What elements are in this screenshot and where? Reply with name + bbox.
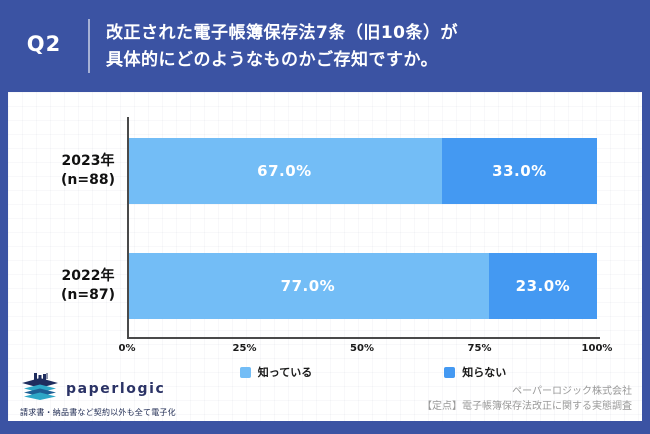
category-n: (n=87): [61, 287, 115, 303]
legend-entry: 知らない: [444, 364, 506, 380]
x-axis-line: [127, 337, 600, 339]
credit-company: ペーパーロジック株式会社: [512, 386, 632, 397]
category-year: 2023年: [61, 153, 115, 169]
question-title-line1: 改正された電子帳簿保存法7条（旧10条）が: [106, 23, 458, 43]
x-tick-label: 25%: [232, 343, 257, 354]
bar-segment: 23.0%: [488, 253, 597, 319]
bar-value-label: 33.0%: [492, 162, 547, 180]
logo-tagline: 請求書・納品書など契約以外も全て電子化: [20, 408, 176, 417]
legend-label: 知らない: [462, 366, 507, 379]
question-title: 改正された電子帳簿保存法7条（旧10条）が 具体的にどのようなものかご存知ですか…: [106, 20, 458, 74]
category-n: (n=88): [61, 172, 115, 188]
chart-legend: 知っている 知らない: [138, 362, 608, 382]
paperlogic-logo: paperlogic 請求書・納品書など契約以外も全て電子化: [20, 373, 190, 418]
category-label: 2023年 (n=88): [40, 138, 136, 204]
bar-segment: 33.0%: [441, 138, 597, 204]
bar-segment: 67.0%: [127, 138, 442, 204]
category-year: 2022年: [61, 268, 115, 284]
bar-row: 67.0% 33.0%: [127, 138, 597, 204]
bar-value-label: 77.0%: [280, 277, 336, 295]
legend-swatch-icon: [239, 366, 251, 378]
y-axis-line: [127, 117, 129, 338]
question-title-line2: 具体的にどのようなものかご存知ですか。: [106, 50, 439, 70]
legend-label: 知っている: [257, 366, 313, 379]
legend-entry: 知っている: [239, 364, 313, 380]
chart-card: 2023年 (n=88) 67.0% 33.0% 2022年 (n=87) 77.0% 23.…: [8, 92, 642, 421]
question-header: Q2 改正された電子帳簿保存法7条（旧10条）が 具体的にどのようなものかご存知…: [0, 0, 650, 92]
x-tick-label: 50%: [350, 343, 374, 354]
header-divider: [88, 19, 90, 73]
bar-segment: 77.0%: [127, 253, 489, 319]
paperlogic-layers-icon: [20, 373, 60, 404]
bar-value-label: 67.0%: [257, 162, 312, 180]
x-tick-label: 0%: [118, 343, 136, 354]
bar-row: 77.0% 23.0%: [127, 253, 597, 319]
paperlogic-wordmark: paperlogic: [66, 380, 166, 397]
bar-value-label: 23.0%: [515, 277, 571, 295]
x-tick-label: 75%: [467, 343, 492, 354]
question-number: Q2: [26, 32, 62, 56]
credit-survey-title: 【定点】電子帳簿保存法改正に関する実態調査: [422, 400, 632, 412]
legend-swatch-icon: [444, 366, 456, 378]
survey-credit: ペーパーロジック株式会社 【定点】電子帳簿保存法改正に関する実態調査: [422, 385, 632, 414]
category-label: 2022年 (n=87): [40, 253, 136, 319]
x-tick-label: 100%: [581, 343, 613, 354]
